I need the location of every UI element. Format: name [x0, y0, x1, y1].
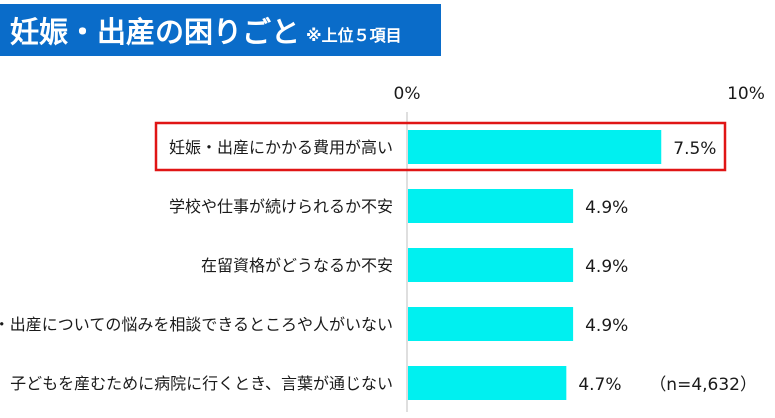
- category-label: 在留資格がどうなるか不安: [201, 256, 393, 275]
- bar: [408, 248, 574, 282]
- data-label: 4.7%: [578, 375, 621, 395]
- tick-label: 0%: [394, 84, 421, 104]
- highlight-frame: [154, 121, 727, 172]
- title-banner: 妊娠・出産の困りごと ※上位５項目: [0, 4, 441, 56]
- category-label: 子どもを産むために病院に行くとき、言葉が通じない: [10, 374, 393, 393]
- chart-subtitle: ※上位５項目: [306, 26, 402, 45]
- tick-label: 10%: [727, 84, 765, 104]
- data-label: 4.9%: [585, 257, 628, 277]
- bar: [408, 130, 662, 164]
- category-label: 妊娠・出産についての悩みを相談できるところや人がいない: [0, 315, 393, 334]
- data-label: 4.9%: [585, 316, 628, 336]
- data-label: 7.5%: [673, 139, 716, 159]
- data-label: 4.9%: [585, 198, 628, 218]
- bar: [408, 189, 574, 223]
- bar: [408, 307, 574, 341]
- category-label: 妊娠・出産にかかる費用が高い: [169, 138, 393, 157]
- bar: [408, 366, 567, 400]
- chart-title: 妊娠・出産の困りごと: [10, 15, 301, 49]
- category-label: 学校や仕事が続けられるか不安: [169, 197, 393, 216]
- sample-size-note: （n=4,632）: [649, 375, 757, 395]
